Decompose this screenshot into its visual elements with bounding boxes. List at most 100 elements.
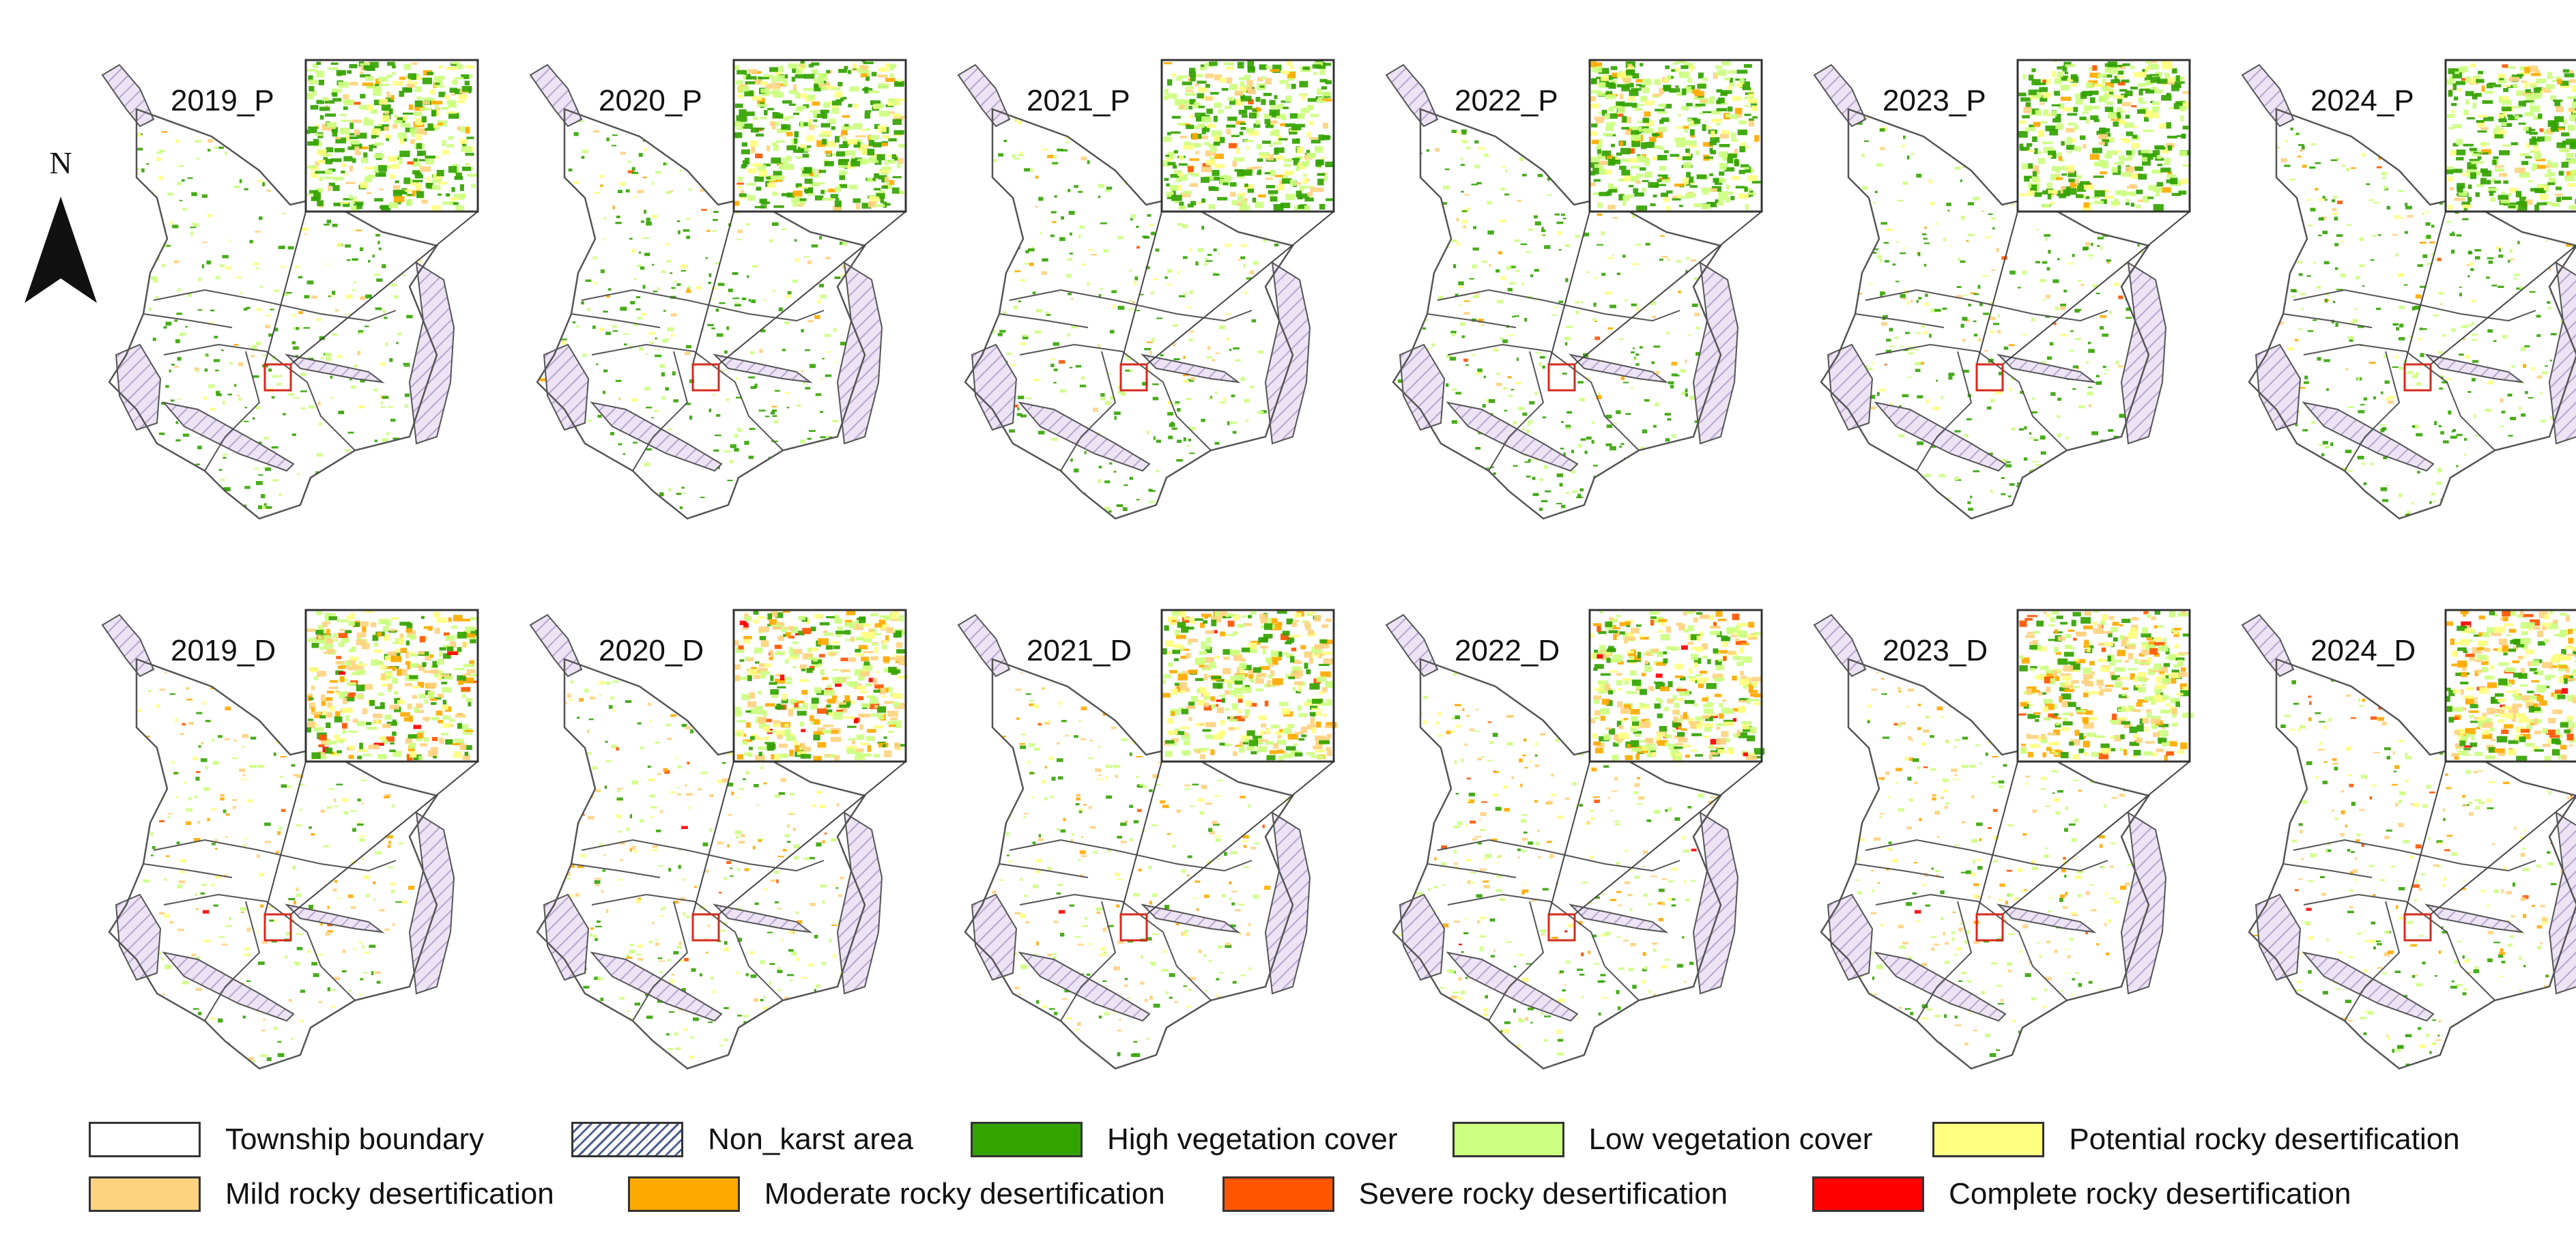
map-panel-2024_P: 2024_P [2241,59,2576,520]
township-boundary [1875,343,2067,451]
zoom-extent-box [2403,913,2432,942]
township-boundary [1060,351,1117,472]
legend-label: Non_karst area [708,1122,913,1156]
non-karst-area [1018,951,1151,1022]
non-karst-area [1692,261,1739,445]
township-boundary [1427,863,1517,878]
legend-item: Low vegetation cover [1452,1122,1872,1157]
non-karst-area [957,613,1011,678]
leader-line [1574,761,1762,915]
legend-label: Potential rocky desertification [2069,1122,2460,1156]
township-boundary [1019,893,1212,1001]
zoom-inset [2444,609,2576,763]
township-boundary [153,839,397,872]
township-boundary [163,893,356,1001]
non-karst-area [529,613,583,678]
zoom-extent-box [1975,913,2004,942]
zoom-inset [1160,609,1337,763]
non-karst-area [101,613,155,678]
zoom-inset [732,609,908,763]
non-karst-area [2548,261,2576,445]
map-panel-2021_D: 2021_D [957,609,1337,1070]
north-arrow-label: N [49,145,72,180]
legend-item: Moderate rocky desertification [627,1176,1165,1212]
legend-item: Mild rocky desertification [89,1176,554,1212]
non-karst-area [162,951,295,1022]
leader-line [2002,761,2190,915]
leader-line [2430,794,2576,915]
non-karst-area [2120,811,2167,995]
zoom-extent-box [263,363,292,392]
map-panel-2022_D: 2022_D [1385,609,1765,1070]
township-boundary [571,863,661,878]
non-karst-area [712,903,813,933]
township-boundary [204,351,261,472]
township-boundary [632,901,689,1022]
zoom-extent-box [691,363,720,392]
township-boundary [2303,343,2495,451]
non-karst-area [2302,951,2435,1022]
non-karst-area [1874,401,2007,472]
township-boundary [1916,901,1973,1022]
legend-swatch [1222,1176,1334,1212]
township-boundary [1009,839,1253,872]
leader-line [264,761,306,915]
zoom-inset [732,59,907,213]
township-boundary [2344,901,2401,1022]
non-karst-area [1874,951,2007,1022]
legend-label: High vegetation cover [1106,1122,1398,1156]
panel-label: 2022_P [1455,84,1558,117]
township-boundary [581,839,825,872]
non-karst-area [543,893,590,981]
panel-label: 2019_P [171,84,274,117]
legend-row: Township boundary Non_karst area High vege… [89,1112,2519,1167]
non-karst-area [1568,903,1669,933]
leader-line [718,211,906,365]
township-boundary [1488,901,1545,1022]
township-boundary [1855,313,1945,328]
zoom-extent-box [1975,363,2004,392]
non-karst-area [1264,261,1311,445]
non-karst-area [1827,893,1874,981]
leader-line [718,761,906,915]
panel-label: 2023_D [1883,634,1988,667]
township-boundary [591,343,784,451]
zoom-inset [2016,59,2191,213]
legend-item: Non_karst area [571,1122,913,1157]
legend-label: Mild rocky desertification [225,1177,554,1211]
legend-label: Township boundary [225,1122,485,1156]
panel-label: 2021_D [1027,634,1132,667]
non-karst-area [101,63,155,128]
non-karst-area [712,353,813,383]
township-boundary [1437,839,1680,872]
panel-label: 2020_D [599,634,704,667]
non-karst-area [2548,811,2576,995]
township-boundary [581,289,825,322]
non-karst-area [1399,893,1446,981]
township-boundary [2282,863,2373,878]
township-boundary [2293,839,2536,872]
panel-label: 2019_D [171,634,276,667]
map-panel-2023_P: 2023_P [1813,59,2191,520]
non-karst-area [1385,63,1439,128]
non-karst-area [115,893,162,981]
north-arrow: N [25,145,97,303]
legend-item: High vegetation cover [970,1122,1398,1157]
map-panel-2019_D: 2019_D [101,609,479,1070]
township-boundary [2293,289,2536,322]
panel-label: 2020_P [599,84,702,117]
legend-label: Severe rocky desertification [1358,1177,1728,1211]
legend-label: Complete rocky desertification [1949,1177,2351,1211]
non-karst-area [1018,401,1151,472]
township-boundary [1427,313,1517,328]
legend-item: Complete rocky desertification [1812,1176,2351,1212]
non-karst-area [1446,401,1579,472]
legend-swatch [89,1122,201,1157]
zoom-extent-box [1119,363,1148,392]
zoom-extent-box [263,913,292,942]
map-panel-2022_P: 2022_P [1385,59,1763,520]
panel-label: 2021_P [1027,84,1130,117]
township-boundary [591,893,784,1001]
non-karst-area [115,343,162,431]
